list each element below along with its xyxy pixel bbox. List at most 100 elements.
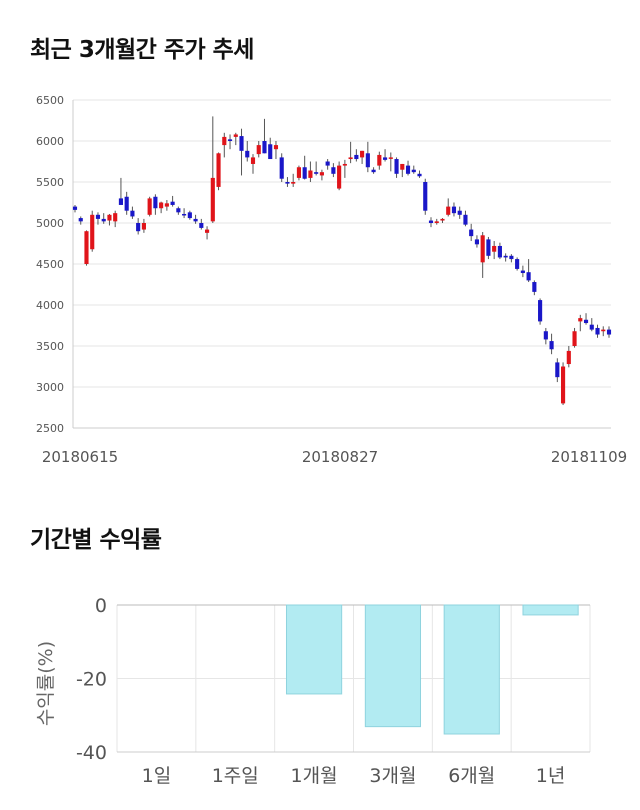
bar-x-tick-label: 1년 [536,765,566,787]
candle [193,214,198,224]
bar-x-tick-label: 1개월 [291,765,338,787]
candle [90,210,95,252]
candle-body [273,145,279,150]
candle-body [451,206,457,214]
candle [285,177,290,187]
candle-body [187,212,192,219]
candle [549,333,554,355]
candle-x-tick-label: 20180615 [42,448,118,466]
candle [377,151,382,170]
candle-y-tick-label: 6000 [36,135,64,148]
candle [572,327,577,348]
candle [210,116,215,223]
candle-body [337,165,342,189]
candle [440,218,445,223]
candle-body [279,157,284,179]
bar-y-tick-label: -40 [76,742,107,764]
candle-body [520,270,525,274]
candle-body [400,163,405,170]
candle-body [583,319,589,324]
candle-body [210,177,215,222]
candle [446,198,451,217]
bar-x-tick-label: 6개월 [448,765,495,787]
candle [319,169,324,181]
candle-body [486,239,491,256]
candle-body [572,331,577,346]
candle-body [302,167,307,179]
candle-body [595,327,600,335]
candle [130,206,135,219]
candle-x-tick-label: 20180827 [302,448,378,466]
candle-body [601,329,606,332]
candle-body [405,165,411,174]
candle [182,208,187,219]
candle [101,213,106,224]
candle [578,314,583,332]
bar-y-tick-label: -20 [76,669,107,691]
candle [486,236,491,260]
candle-body [566,350,571,365]
candle-body [107,214,112,221]
bar-grid [116,604,591,753]
return-bar [522,604,579,616]
candle-y-tick-label: 3500 [36,340,64,353]
candle [348,141,353,164]
candle [509,254,514,263]
candle [245,141,250,162]
candle-body [474,239,480,245]
candle [497,242,502,260]
candle-body [538,300,543,322]
candle-y-tick-label: 3000 [36,381,64,394]
candle [176,206,181,215]
candle-body [440,218,445,221]
candle-body [578,318,583,322]
candle [164,200,169,211]
candle [250,154,256,174]
candle [457,206,462,219]
candle-body [159,202,164,209]
candle [480,232,485,278]
return-bar [285,604,343,695]
candle [388,152,393,172]
bar-x-tick-label: 1일 [142,765,172,787]
bar-y-axis-label: 수익률(%) [35,641,57,726]
candle [560,362,566,406]
candle-body [90,214,95,250]
candle-body [515,259,520,269]
candle [291,173,296,187]
candle [227,134,233,150]
candle-body [388,157,393,159]
candle-marks [72,116,612,406]
candle-body [469,229,474,237]
candle-body [606,329,612,335]
candle [256,141,261,158]
bar-y-ticks: 0 -20 -40 [76,595,107,764]
candlestick-chart: 6500 6000 5500 5000 4500 4000 3500 3000 2500 201… [36,94,627,466]
candle-body [216,153,221,187]
candle-body [84,231,89,264]
candle [95,212,101,225]
candle [113,210,118,228]
candle-y-tick-label: 5500 [36,176,64,189]
candle-body [480,235,485,263]
candle [365,141,370,173]
candle-body [532,282,537,292]
candle-body [256,145,261,155]
candle [538,298,543,325]
candle-body [543,331,548,340]
candle [222,132,227,158]
return-bar [364,604,422,728]
candle [469,223,474,242]
candle [400,163,405,178]
candle-body [428,220,434,223]
candle [279,153,284,182]
candle [526,259,531,283]
candle-body [227,139,233,141]
candle [147,196,152,217]
candle-body [589,324,594,330]
candle-y-tick-label: 6500 [36,94,64,107]
candle-body [308,170,313,178]
candle [589,318,594,332]
bar-y-tick-label: 0 [95,595,107,617]
candle-body [147,198,152,215]
